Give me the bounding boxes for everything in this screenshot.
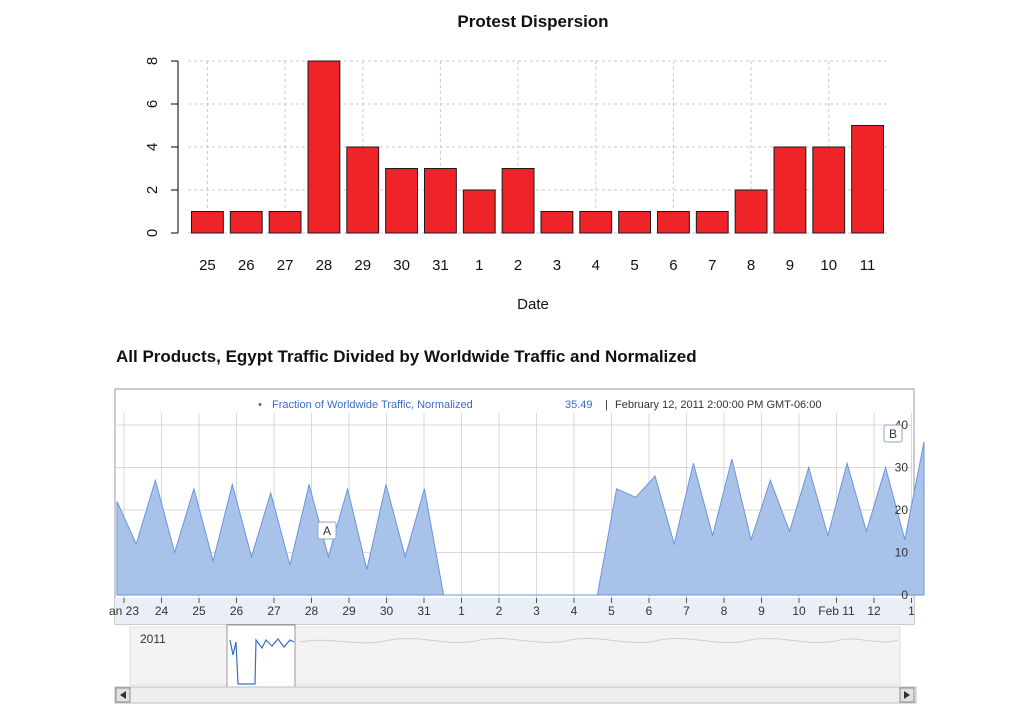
- annotation-marker-a-label: A: [323, 524, 331, 538]
- protest-bar: [734, 189, 768, 234]
- protest-x-tick-label: 31: [432, 257, 449, 274]
- traffic-x-tick-label: 8: [721, 604, 728, 618]
- overview-year-label: 2011: [140, 632, 166, 646]
- protest-bar: [307, 60, 341, 234]
- traffic-x-tick-label: Feb 11: [818, 604, 855, 618]
- protest-x-tick-label: 26: [238, 257, 255, 274]
- protest-x-tick-label: 5: [630, 257, 638, 274]
- protest-bar: [695, 211, 729, 234]
- chevron-right-icon: [904, 691, 910, 699]
- protest-bar: [385, 168, 419, 234]
- protest-x-tick-label: 30: [393, 257, 410, 274]
- protest-x-tick-label: 7: [708, 257, 716, 274]
- traffic-x-ticks: an 23 24 25 26 27 28 29 30 31 1 2 3 4 5 6 7 8 9 10 Feb 11 12…: [109, 598, 915, 618]
- protest-x-tick-label: 3: [553, 257, 561, 274]
- protest-x-tick-label: 11: [860, 257, 876, 274]
- annotation-marker-b-label: B: [889, 427, 897, 441]
- protest-chart-title: Protest Dispersion: [457, 12, 608, 31]
- traffic-x-axis-band: [115, 598, 914, 624]
- overview-selected-series: [229, 638, 295, 685]
- traffic-x-tick-label: 28: [305, 604, 319, 618]
- protest-y-tick-label: 6: [144, 100, 161, 108]
- protest-x-tick-label: 25: [199, 257, 216, 274]
- protest-x-tick-label: 9: [786, 257, 794, 274]
- protest-bar: [229, 211, 263, 234]
- protest-x-axis-label: Date: [517, 296, 549, 313]
- protest-bar: [618, 211, 652, 234]
- scrollbar-track[interactable]: [114, 686, 917, 704]
- traffic-x-tick-label: 9: [758, 604, 765, 618]
- traffic-x-tick-label: 1: [908, 604, 915, 618]
- protest-x-tick-label: 8: [747, 257, 755, 274]
- traffic-x-tick-label: 24: [155, 604, 169, 618]
- protest-bar: [423, 168, 457, 234]
- traffic-y-tick-label: 20: [895, 503, 909, 517]
- annotation-marker-b[interactable]: B: [883, 424, 903, 443]
- legend-series-name: Fraction of Worldwide Traffic, Normalize…: [272, 399, 473, 411]
- protest-bar: [501, 168, 535, 234]
- protest-x-tick-label: 29: [354, 257, 371, 274]
- traffic-x-tick-label: 27: [267, 604, 281, 618]
- range-overview[interactable]: 2011 |||: [129, 624, 901, 700]
- traffic-chart: All Products, Egypt Traffic Divided by W…: [109, 347, 925, 704]
- protest-y-tick-label: 4: [144, 143, 161, 151]
- protest-y-ticks: 0 2 4 6 8: [144, 57, 178, 237]
- traffic-x-tick-label: 29: [342, 604, 356, 618]
- traffic-x-tick-label: 26: [230, 604, 244, 618]
- legend-separator: |: [605, 399, 608, 411]
- protest-bar: [462, 189, 496, 234]
- traffic-y-tick-label: 30: [895, 461, 909, 475]
- protest-bar: [190, 211, 224, 234]
- traffic-x-tick-label: 1: [458, 604, 465, 618]
- protest-x-tick-label: 4: [592, 257, 600, 274]
- traffic-x-tick-label: 30: [380, 604, 394, 618]
- traffic-x-tick-label: 2: [496, 604, 503, 618]
- traffic-x-tick-label: an 23: [109, 604, 139, 618]
- legend-value: 35.49: [565, 399, 593, 411]
- protest-bar: [812, 146, 846, 234]
- protest-x-tick-label: 10: [820, 257, 837, 274]
- protest-bar: [540, 211, 574, 234]
- protest-bar: [773, 146, 807, 234]
- legend-timestamp: February 12, 2011 2:00:00 PM GMT-06:00: [615, 399, 821, 411]
- traffic-x-tick-label: 10: [792, 604, 806, 618]
- overview-sparkline: [299, 637, 899, 644]
- traffic-x-tick-label: 12: [867, 604, 881, 618]
- traffic-x-tick-label: 5: [608, 604, 615, 618]
- overview-scrollbar[interactable]: [114, 686, 917, 704]
- traffic-x-tick-label: 7: [683, 604, 690, 618]
- traffic-area-series: [116, 441, 925, 596]
- protest-x-tick-label: 28: [316, 257, 333, 274]
- protest-x-tick-label: 6: [669, 257, 677, 274]
- traffic-x-tick-label: 25: [192, 604, 206, 618]
- protest-bar: [851, 125, 885, 234]
- chevron-left-icon: [120, 691, 126, 699]
- protest-y-tick-label: 2: [144, 186, 161, 194]
- legend-bullet: •: [258, 399, 262, 411]
- traffic-y-tick-label: 0: [901, 588, 908, 602]
- protest-bar: [346, 146, 380, 234]
- protest-chart-grid: [188, 60, 887, 234]
- traffic-y-tick-label: 10: [895, 546, 909, 560]
- annotation-marker-a[interactable]: A: [317, 521, 337, 540]
- protest-x-tick-label: 1: [475, 257, 483, 274]
- protest-chart-bars: [190, 60, 885, 234]
- traffic-x-tick-label: 6: [646, 604, 653, 618]
- traffic-chart-title: All Products, Egypt Traffic Divided by W…: [116, 347, 697, 366]
- protest-bar: [268, 211, 302, 234]
- protest-bar: [579, 211, 613, 234]
- traffic-x-tick-label: 31: [417, 604, 431, 618]
- protest-y-tick-label: 0: [144, 229, 161, 237]
- protest-x-ticks: 25 26 27 28 29 30 31 1 2 3 4 5 6 7 8 9 10 11: [199, 257, 875, 274]
- traffic-legend: • Fraction of Worldwide Traffic, Normali…: [258, 399, 821, 411]
- protest-x-tick-label: 2: [514, 257, 522, 274]
- protest-x-tick-label: 27: [277, 257, 294, 274]
- traffic-x-tick-label: 4: [571, 604, 578, 618]
- protest-y-tick-label: 8: [144, 57, 161, 65]
- protest-bar: [656, 211, 690, 234]
- traffic-x-tick-label: 3: [533, 604, 540, 618]
